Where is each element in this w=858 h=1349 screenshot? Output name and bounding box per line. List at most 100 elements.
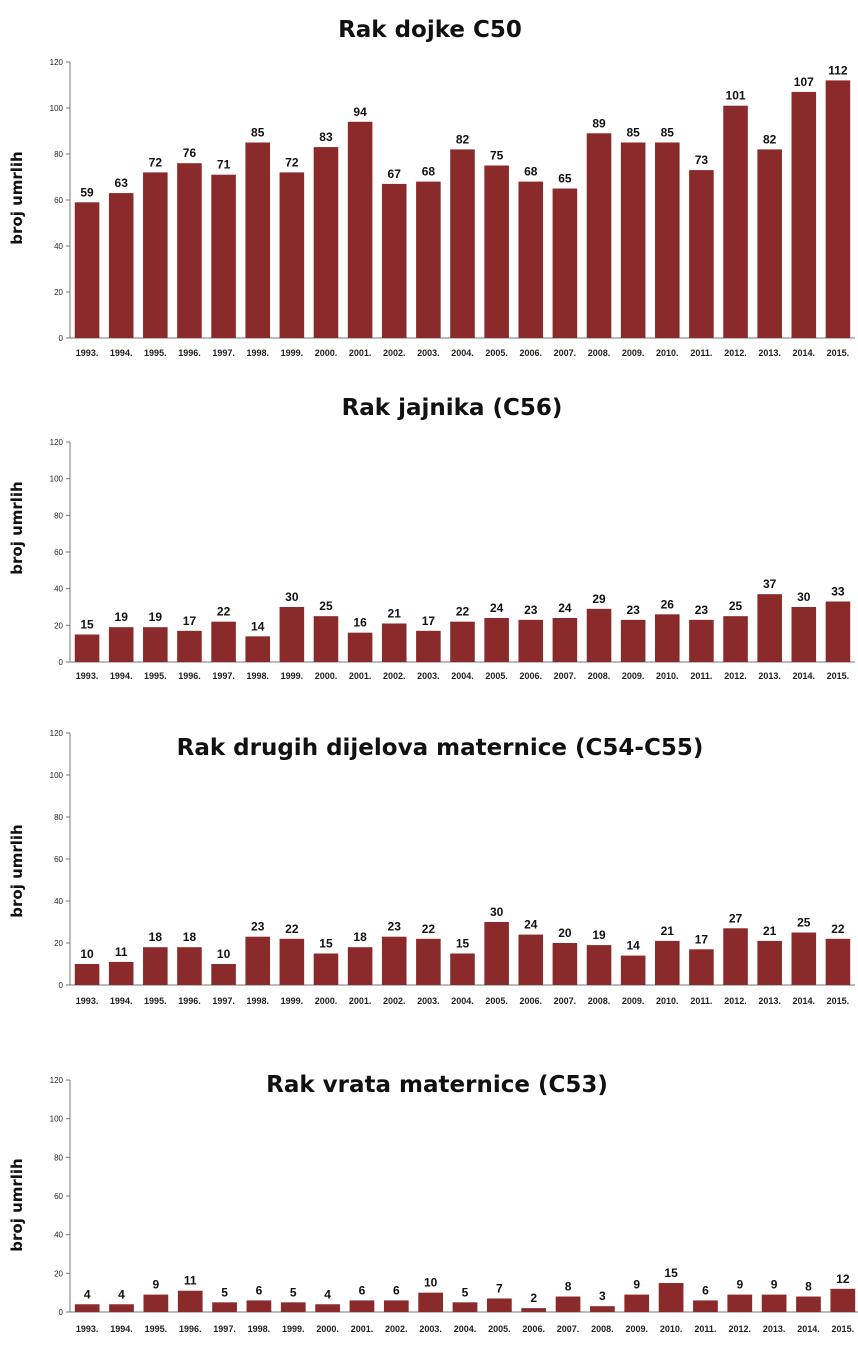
data-label: 82 [763,132,777,146]
bar [484,618,509,662]
bar [658,1283,684,1312]
y-tick-label: 0 [59,1308,64,1317]
bar [620,619,646,662]
bar [486,1298,512,1312]
x-tick-label: 2005. [485,671,508,681]
x-tick-label: 2010. [656,996,679,1006]
y-tick-label: 0 [59,658,64,667]
y-tick-label: 80 [54,1153,63,1162]
data-label: 101 [726,89,746,103]
data-label: 17 [695,932,709,946]
bar [143,172,168,338]
x-tick-label: 2000. [315,671,338,681]
bar-chart-rak-dojke: Rak dojke C50 broj umrlih 0 20 40 60 80 100 12… [8,17,855,358]
bar [381,623,407,662]
data-label: 15 [664,1266,678,1280]
data-label: 23 [251,920,265,934]
y-tick-label: 100 [50,475,64,484]
x-tick-label: 1998. [246,348,269,358]
bar [825,601,851,662]
x-tick-label: 2003. [417,671,440,681]
x-tick-label: 2007. [554,348,577,358]
x-tick-label: 2006. [519,348,542,358]
data-label: 22 [285,922,299,936]
data-label: 2 [530,1291,537,1305]
data-label: 67 [388,167,402,181]
y-tick-label: 100 [50,1115,64,1124]
data-label: 25 [729,599,743,613]
bar [313,953,339,985]
bar [349,1300,375,1312]
y-tick-label: 60 [54,1192,63,1201]
x-tick-label: 2000. [315,996,338,1006]
x-tick-label: 2011. [690,996,712,1006]
bar [654,142,680,338]
bar [416,630,441,662]
data-label: 9 [736,1278,743,1292]
x-tick-label: 2015. [827,671,850,681]
bar [586,945,612,985]
x-tick-label: 1996. [178,996,201,1006]
data-label: 85 [661,126,675,140]
y-tick-label: 120 [50,438,64,447]
data-label: 59 [80,185,94,199]
x-tick-label: 2009. [622,671,645,681]
data-label: 30 [797,590,811,604]
data-label: 94 [353,105,367,119]
bar [347,121,373,338]
data-label: 9 [633,1278,640,1292]
data-label: 73 [695,153,709,167]
bar [654,614,680,662]
bar [484,165,509,338]
data-label: 17 [422,614,436,628]
data-label: 22 [831,922,845,936]
plot-area: 0 20 40 60 80 100 120 59 1993. 63 1994. 72 1995. 76 19… [50,58,855,358]
x-tick-label: 2009. [625,1324,648,1334]
data-label: 5 [462,1285,469,1299]
bar [723,616,748,662]
data-label: 30 [285,590,299,604]
y-tick-label: 20 [54,621,63,630]
bar [143,1294,169,1312]
data-label: 18 [149,930,163,944]
x-tick-label: 2004. [451,671,474,681]
x-tick-label: 2002. [383,348,406,358]
y-tick-label: 120 [50,729,64,738]
bar [74,634,100,662]
x-tick-label: 2009. [622,348,645,358]
plot-area: 0 20 40 60 80 100 120 10 1993. 11 1994. 18 1995. 18 19… [50,729,855,1006]
bar [654,940,680,985]
bar [74,964,100,985]
bar [74,1304,100,1312]
y-tick-label: 0 [59,981,64,990]
y-axis-label: broj umrlih [8,481,26,574]
x-tick-label: 1993. [76,671,99,681]
bar [416,938,441,985]
x-tick-label: 2014. [793,348,816,358]
x-tick-label: 2015. [827,996,850,1006]
data-label: 9 [771,1278,778,1292]
y-axis-label: broj umrlih [8,824,26,917]
data-label: 27 [729,911,743,925]
bar [518,934,544,985]
bar [280,1302,306,1312]
bar [693,1300,718,1312]
bar [796,1296,821,1312]
x-tick-label: 2000. [316,1324,339,1334]
x-tick-label: 2013. [763,1324,786,1334]
bar [74,202,100,338]
x-tick-label: 2014. [793,996,816,1006]
x-tick-label: 2012. [729,1324,752,1334]
data-label: 17 [183,614,197,628]
x-tick-label: 1998. [246,671,269,681]
bar [143,627,168,662]
x-tick-label: 2008. [588,996,611,1006]
y-tick-label: 0 [59,334,64,343]
x-tick-label: 2000. [315,348,338,358]
bar [143,947,168,985]
x-tick-label: 2015. [827,348,850,358]
x-tick-label: 1997. [212,671,235,681]
y-tick-label: 40 [54,585,63,594]
data-label: 10 [80,947,94,961]
x-tick-label: 1993. [76,348,99,358]
